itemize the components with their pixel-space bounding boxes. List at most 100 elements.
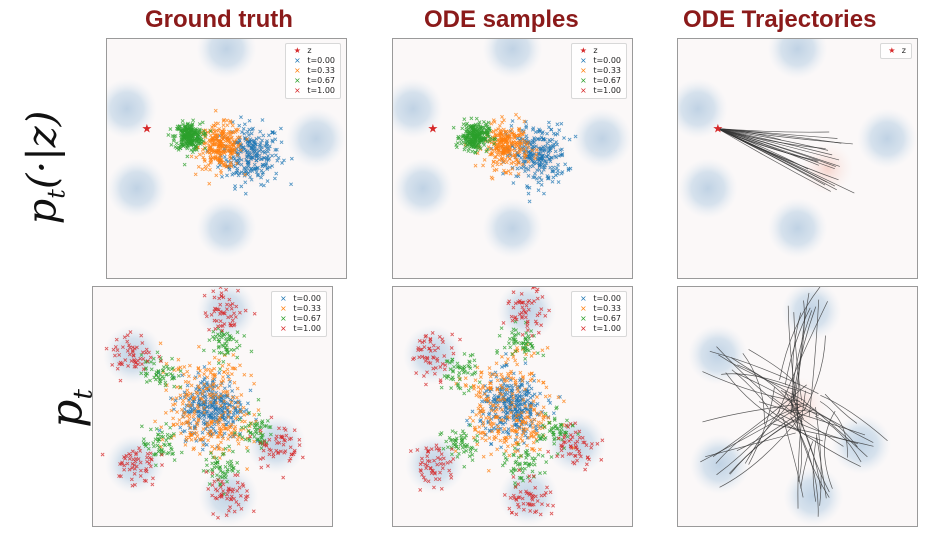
target-mode-blob [857,108,917,169]
sample-point [245,149,250,154]
sample-point [239,157,244,162]
sample-point [428,336,433,341]
sample-point [518,489,523,494]
sample-point [456,385,461,390]
sample-point [202,372,207,377]
sample-point [157,381,162,386]
sample-point [164,361,169,366]
sample-point [460,126,465,131]
sample-point [226,362,231,367]
sample-point [525,427,530,431]
sample-point [488,152,492,157]
sample-point [220,422,225,427]
target-mode-blob [196,287,257,341]
sample-point [260,164,265,169]
sample-point [521,130,526,134]
sample-point [139,333,144,338]
sample-point [582,440,587,445]
sample-point [465,134,470,138]
sample-point [516,389,520,394]
sample-point [252,434,257,439]
sample-point [234,161,239,166]
sample-point [513,484,518,488]
sample-point [220,470,225,475]
sample-point [202,159,207,164]
sample-point [211,381,216,386]
sample-point [530,377,534,381]
sample-point [535,499,540,503]
sample-point [470,132,474,136]
sample-point [533,171,537,176]
sample-point [196,344,201,349]
sample-point [246,423,251,428]
cross-marker-icon: × [293,76,301,85]
sample-point [195,434,200,439]
sample-point [474,116,479,121]
sample-point [245,467,250,471]
sample-point [289,182,293,187]
sample-point [549,428,554,432]
sample-point [219,440,223,445]
sample-point [529,403,534,408]
sample-point [214,456,219,461]
sample-point [509,161,514,166]
sample-point [192,446,197,451]
sample-point [189,148,194,152]
target-mode-blob [689,434,750,495]
sample-point [487,436,492,440]
sample-point [557,429,562,434]
sample-point [186,403,190,408]
sample-point [519,140,524,145]
sample-point [260,118,265,122]
sample-point [585,456,590,460]
sample-point [468,142,472,147]
sample-point [224,513,229,518]
sample-point [516,151,521,155]
sample-point [201,443,206,448]
sample-point [470,137,475,142]
sample-point [200,392,205,396]
trajectory-line [742,353,765,425]
sample-point [470,452,475,457]
sample-point [122,463,127,468]
sample-point [433,471,437,476]
sample-point [267,447,272,452]
sample-point [512,453,516,458]
sample-point [511,139,516,144]
sample-point [200,147,205,152]
sample-point [509,123,514,128]
sample-point [222,370,227,375]
sample-point [515,362,520,367]
sample-point [479,370,483,375]
sample-point [212,295,217,300]
sample-point [222,451,226,456]
sample-point [438,380,443,385]
sample-point [187,126,192,131]
sample-point [449,346,454,350]
sample-point [431,366,436,371]
legend-entry: × t=0.33 [577,304,621,314]
sample-point [450,429,455,434]
sample-point [117,353,122,357]
trajectory-line [780,389,874,443]
sample-point [201,468,206,473]
sample-point [447,468,452,473]
trajectory-line [712,384,807,458]
legend-marginal-ground-truth: × t=0.00 × t=0.33 × t=0.67 × t=1.00 [271,291,327,337]
sample-point [239,184,244,189]
sample-point [465,444,469,449]
sample-point [248,434,253,439]
sample-point [531,502,536,507]
sample-point [519,310,524,315]
sample-point [408,449,413,453]
sample-point [540,294,545,299]
cross-marker-icon: × [279,314,287,323]
sample-point [490,163,495,168]
sample-point [172,407,176,412]
sample-point [508,407,513,412]
sample-point [270,164,275,168]
sample-point [536,452,541,457]
sample-point [514,409,519,414]
sample-point [144,350,148,355]
sample-point [210,493,215,498]
